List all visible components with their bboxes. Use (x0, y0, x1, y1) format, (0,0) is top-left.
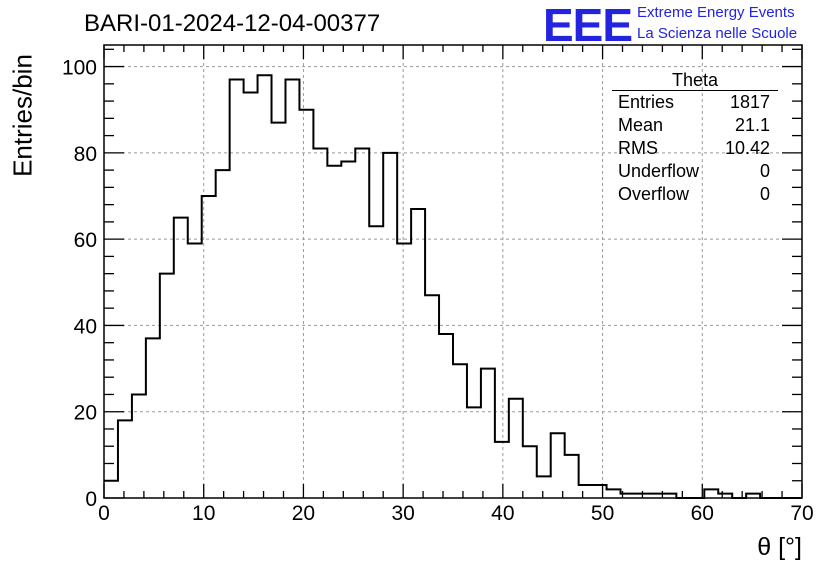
stats-value: 21.1 (734, 115, 770, 135)
stats-label: Overflow (618, 184, 690, 204)
chart-title: BARI-01-2024-12-04-00377 (84, 10, 381, 37)
tick-labels: 0 10 20 30 40 50 60 70 0 20 40 60 80 100 (62, 57, 814, 525)
stats-box: Theta Entries 1817 Mean 21.1 RMS 10.42 U… (612, 70, 778, 206)
stats-row-underflow: Underflow 0 (612, 160, 778, 183)
x-tick-label: 0 (98, 502, 110, 525)
stats-row-mean: Mean 21.1 (612, 114, 778, 137)
stats-label: Entries (618, 92, 675, 112)
x-tick-label: 40 (491, 502, 514, 525)
y-tick-label: 100 (62, 57, 97, 80)
x-tick-label: 20 (292, 502, 315, 525)
y-tick-label: 20 (74, 402, 97, 425)
stats-title: Theta (612, 70, 778, 91)
x-tick-label: 70 (790, 502, 813, 525)
stats-label: Underflow (618, 161, 700, 181)
x-tick-label: 10 (192, 502, 215, 525)
stats-row-entries: Entries 1817 (612, 91, 778, 114)
histogram-line (104, 74, 802, 499)
eee-logo: EEE (543, 0, 633, 51)
stats-value: 0 (759, 184, 770, 204)
axis-ticks (103, 45, 803, 499)
logo-text-line1: Extreme Energy Events (637, 4, 795, 21)
stats-row-overflow: Overflow 0 (612, 183, 778, 206)
stats-row-rms: RMS 10.42 (612, 137, 778, 160)
x-axis-label: θ [°] (757, 533, 802, 561)
stats-value: 1817 (729, 92, 770, 112)
x-tick-label: 30 (391, 502, 414, 525)
stats-label: Mean (618, 115, 664, 135)
grid-lines (104, 45, 802, 498)
logo-text-line2: La Scienza nelle Scuole (637, 25, 798, 42)
x-tick-label: 60 (691, 502, 714, 525)
plot-frame (103, 44, 803, 499)
y-tick-label: 40 (74, 315, 97, 338)
y-tick-label: 80 (74, 143, 97, 166)
y-tick-label: 60 (74, 229, 97, 252)
plot-border (103, 44, 803, 499)
stats-value: 10.42 (724, 138, 770, 158)
y-tick-label: 0 (85, 488, 97, 511)
x-tick-label: 50 (591, 502, 614, 525)
y-axis-label: Entries/bin (7, 54, 38, 177)
stats-value: 0 (759, 161, 770, 181)
stats-label: RMS (618, 138, 658, 158)
